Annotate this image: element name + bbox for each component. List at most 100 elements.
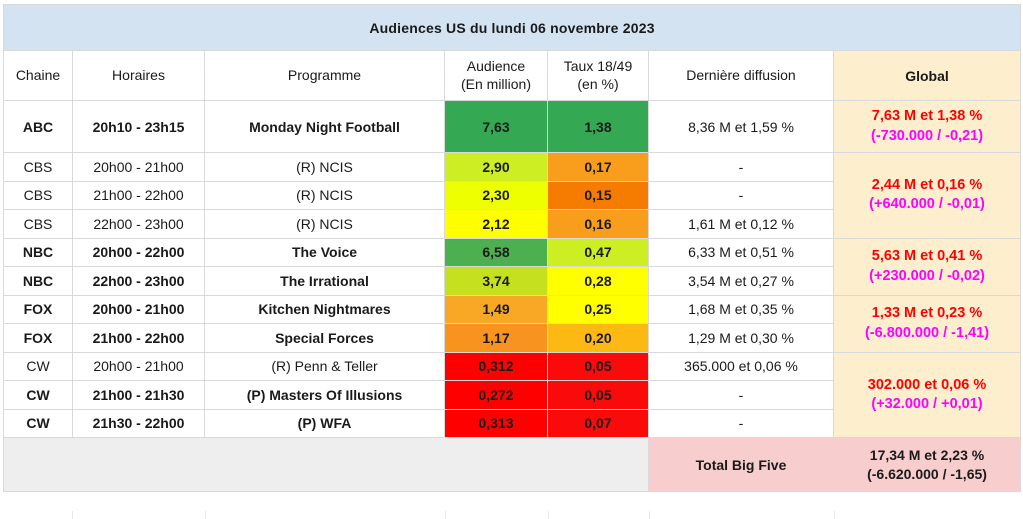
cell-chaine: NBC	[3, 266, 73, 296]
cell-global-line1: 2,44 M et 0,16 %	[871, 177, 983, 194]
cell-audience: 0,312	[444, 351, 548, 381]
cell-derniere-diffusion: -	[648, 408, 834, 438]
cell-horaires: 20h00 - 21h00	[72, 294, 205, 324]
cell-global-line2: (-6.800.000 / -1,41)	[864, 324, 990, 341]
table-row: CBS 20h00 - 21h00 (R) NCIS 2,90 0,17-2,44 M …	[3, 152, 1022, 239]
cell-chaine: CBS	[3, 152, 73, 182]
sheet-footer-strip	[0, 509, 1023, 519]
cell-audience: 3,74	[444, 266, 548, 296]
col-header-taux: Taux 18/49 (en %)	[547, 50, 649, 101]
cell-taux: 0,17	[547, 152, 649, 182]
cell-global-line1: 1,33 M et 0,23 %	[871, 305, 983, 322]
col-header-audience-line1: Audience	[466, 58, 526, 75]
cell-audience: 6,58	[444, 237, 548, 267]
title-row: Audiences US du lundi 06 novembre 2023	[2, 4, 1022, 51]
cell-global-line2: (+230.000 / -0,02)	[869, 267, 985, 284]
cell-programme: The Voice	[204, 237, 445, 267]
cell-global-line2: (+640.000 / -0,01)	[869, 196, 985, 213]
cell-programme: (P) Masters Of Illusions	[204, 380, 445, 410]
cell-derniere-diffusion: 1,29 M et 0,30 %	[648, 323, 834, 353]
cell-global: 2,44 M et 0,16 % (+640.000 / -0,01)	[832, 152, 1022, 239]
total-value-line2: (-6.620.000 / -1,65)	[867, 465, 987, 482]
cell-taux: 0,15	[547, 180, 649, 210]
col-header-horaires: Horaires	[72, 50, 205, 101]
cell-taux: 0,07	[547, 408, 649, 438]
cell-horaires: 20h10 - 23h15	[72, 100, 205, 153]
cell-chaine: FOX	[3, 294, 73, 324]
cell-taux: 1,38	[547, 100, 649, 153]
cell-chaine: CW	[3, 408, 73, 438]
cell-taux: 0,05	[547, 351, 649, 381]
cell-programme: (R) NCIS	[204, 209, 445, 239]
cell-programme: Kitchen Nightmares	[204, 294, 445, 324]
cell-audience: 0,272	[444, 380, 548, 410]
cell-derniere-diffusion: -	[648, 380, 834, 410]
cell-audience: 1,17	[444, 323, 548, 353]
cell-global-line1: 5,63 M et 0,41 %	[871, 248, 983, 265]
cell-horaires: 20h00 - 21h00	[72, 351, 205, 381]
col-header-derniere-diffusion: Dernière diffusion	[648, 50, 834, 101]
cell-audience: 1,49	[444, 294, 548, 324]
cell-programme: (P) WFA	[204, 408, 445, 438]
col-header-audience: Audience (En million)	[444, 50, 548, 101]
cell-horaires: 21h30 - 22h00	[72, 408, 205, 438]
cell-programme: (R) NCIS	[204, 152, 445, 182]
cell-derniere-diffusion: -	[648, 180, 834, 210]
cell-derniere-diffusion: -	[648, 152, 834, 182]
cell-horaires: 22h00 - 23h00	[72, 209, 205, 239]
cell-chaine: CBS	[3, 209, 73, 239]
cell-taux: 0,16	[547, 209, 649, 239]
cell-horaires: 21h00 - 22h00	[72, 180, 205, 210]
page-title: Audiences US du lundi 06 novembre 2023	[2, 4, 1022, 51]
total-value: 17,34 M et 2,23 % (-6.620.000 / -1,65)	[832, 437, 1022, 492]
cell-audience: 7,63	[444, 100, 548, 153]
total-label: Total Big Five	[648, 437, 834, 492]
cell-global-line2: (-730.000 / -0,21)	[870, 127, 984, 144]
cell-programme: The Irrational	[204, 266, 445, 296]
cell-programme: (R) NCIS	[204, 180, 445, 210]
col-header-audience-line2: (En million)	[460, 75, 531, 92]
cell-programme: (R) Penn & Teller	[204, 351, 445, 381]
cell-horaires: 20h00 - 21h00	[72, 152, 205, 182]
cell-audience: 2,90	[444, 152, 548, 182]
table-row: FOX 21h00 - 22h00 Special Forces 1,17 0,20 1,…	[3, 323, 1021, 353]
table-row: NBC 20h00 - 22h00 The Voice 6,58 0,47 6,33 M …	[3, 237, 1022, 296]
cell-global: 1,33 M et 0,23 % (-6.800.000 / -1,41)	[832, 294, 1022, 353]
cell-global-line1: 302.000 et 0,06 %	[867, 376, 987, 393]
cell-programme: Monday Night Football	[204, 100, 445, 153]
cell-audience: 2,30	[444, 180, 548, 210]
spreadsheet-canvas: Audiences US du lundi 06 novembre 2023 C…	[0, 4, 1023, 519]
audiences-table: Audiences US du lundi 06 novembre 2023 C…	[2, 4, 1022, 492]
cell-taux: 0,05	[547, 380, 649, 410]
cell-taux: 0,20	[547, 323, 649, 353]
cell-horaires: 21h00 - 22h00	[72, 323, 205, 353]
cell-chaine: FOX	[3, 323, 73, 353]
cell-derniere-diffusion: 1,68 M et 0,35 %	[648, 294, 834, 324]
cell-chaine: CW	[3, 351, 73, 381]
header-row: Chaine Horaires Programme Audience (En m…	[3, 50, 1022, 101]
cell-chaine: NBC	[3, 237, 73, 267]
total-row: Total Big Five 17,34 M et 2,23 % (-6.620…	[3, 437, 1022, 492]
total-empty-cell	[3, 437, 649, 492]
cell-derniere-diffusion: 1,61 M et 0,12 %	[648, 209, 834, 239]
cell-horaires: 22h00 - 23h00	[72, 266, 205, 296]
cell-global: 5,63 M et 0,41 % (+230.000 / -0,02)	[832, 237, 1022, 296]
cell-derniere-diffusion: 3,54 M et 0,27 %	[648, 266, 834, 296]
col-header-chaine: Chaine	[3, 50, 73, 101]
cell-chaine: CBS	[3, 180, 73, 210]
cell-global-line2: (+32.000 / +0,01)	[871, 395, 983, 412]
table-row: CBS 21h00 - 22h00 (R) NCIS 2,30 0,15-	[3, 180, 1021, 210]
cell-taux: 0,47	[547, 237, 649, 267]
cell-derniere-diffusion: 365.000 et 0,06 %	[648, 351, 834, 381]
col-header-global: Global	[832, 50, 1022, 101]
cell-programme: Special Forces	[204, 323, 445, 353]
total-value-line1: 17,34 M et 2,23 %	[869, 447, 985, 464]
cell-chaine: CW	[3, 380, 73, 410]
cell-global: 302.000 et 0,06 % (+32.000 / +0,01)	[832, 351, 1022, 438]
table-row: FOX 20h00 - 21h00 Kitchen Nightmares 1,49 0,…	[3, 294, 1022, 353]
cell-global-line1: 7,63 M et 1,38 %	[871, 108, 983, 125]
cell-audience: 0,313	[444, 408, 548, 438]
cell-horaires: 20h00 - 22h00	[72, 237, 205, 267]
cell-taux: 0,25	[547, 294, 649, 324]
cell-audience: 2,12	[444, 209, 548, 239]
